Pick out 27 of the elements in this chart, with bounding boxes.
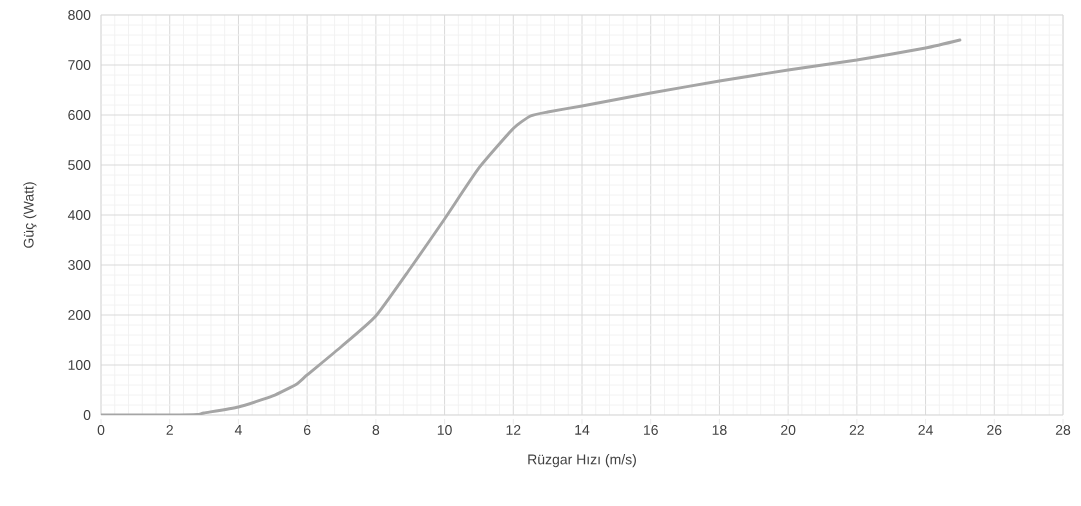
x-tick-label: 12 [506,425,521,435]
y-tick-label: 0 [83,410,91,420]
x-tick-label: 22 [849,425,864,435]
x-tick-label: 4 [234,425,242,435]
y-tick-label: 600 [68,110,91,120]
y-tick-label: 700 [68,60,91,70]
y-tick-label: 200 [68,310,91,320]
x-axis-title: Rüzgar Hızı (m/s) [528,454,636,468]
y-tick-label: 400 [67,210,91,220]
y-tick-label: 800 [68,10,91,20]
x-tick-label: 2 [166,425,173,435]
x-tick-label: 20 [781,425,796,435]
x-tick-label: 8 [372,425,380,435]
y-tick-label: 300 [68,260,91,270]
x-tick-label: 16 [644,425,658,435]
x-tick-label: 0 [97,425,105,435]
y-tick-label: 100 [68,360,91,370]
x-tick-label: 28 [1055,425,1071,435]
x-tick-label: 6 [303,425,311,435]
line-series [101,38,962,415]
x-tick-label: 14 [575,425,590,435]
y-axis-title: Güç (Watt) [23,182,37,248]
x-tick-label: 18 [712,425,727,435]
y-tick-label: 500 [68,160,91,170]
x-tick-label: 24 [918,425,933,435]
x-tick-label: 10 [437,425,452,435]
x-tick-label: 26 [987,425,1002,435]
